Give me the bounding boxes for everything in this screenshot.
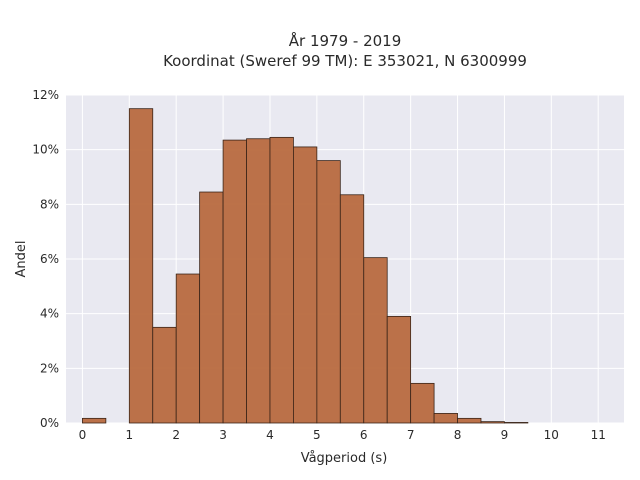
histogram-bar <box>316 160 341 424</box>
histogram-bar <box>246 138 271 424</box>
x-tick-label: 0 <box>79 428 87 442</box>
y-tick-label: 12% <box>32 88 59 102</box>
histogram-bar <box>457 417 482 424</box>
histogram-bar <box>199 191 224 424</box>
y-tick-label: 8% <box>40 197 59 211</box>
histogram-bar <box>293 146 318 424</box>
x-tick-label: 5 <box>313 428 321 442</box>
histogram-bar <box>152 326 177 424</box>
histogram-bar <box>433 413 458 424</box>
histogram-bar <box>363 257 388 424</box>
x-axis-ticks: 0 1 2 3 4 5 6 7 8 9 10 11 <box>79 428 606 442</box>
y-axis-label: Andel <box>14 241 29 278</box>
x-tick-label: 1 <box>125 428 133 442</box>
x-tick-label: 7 <box>407 428 415 442</box>
histogram-bar <box>82 417 107 424</box>
y-tick-label: 2% <box>40 361 59 375</box>
bars <box>82 108 529 424</box>
x-tick-label: 6 <box>360 428 368 442</box>
histogram-bar <box>339 194 365 424</box>
histogram-bar <box>386 315 412 424</box>
x-tick-label: 11 <box>591 428 606 442</box>
x-axis-label: Vågperiod (s) <box>301 451 388 466</box>
histogram-bar <box>269 136 294 424</box>
y-tick-label: 4% <box>40 307 59 321</box>
x-tick-label: 3 <box>219 428 227 442</box>
chart-title-line1: År 1979 - 2019 <box>289 31 402 50</box>
y-axis-ticks: 0% 2% 4% 6% 8% 10% 12% <box>32 88 59 430</box>
histogram-bar <box>480 421 505 424</box>
y-tick-label: 6% <box>40 252 59 266</box>
histogram-bar <box>504 422 529 424</box>
x-tick-label: 4 <box>266 428 274 442</box>
histogram-bar <box>222 139 247 424</box>
chart-title-line2: Koordinat (Sweref 99 TM): E 353021, N 63… <box>163 52 527 70</box>
y-tick-label: 0% <box>40 416 59 430</box>
histogram-bar <box>128 108 154 424</box>
x-tick-label: 2 <box>172 428 180 442</box>
histogram-bar <box>410 382 435 424</box>
x-tick-label: 9 <box>501 428 509 442</box>
histogram-bar <box>175 273 201 424</box>
y-tick-label: 10% <box>32 143 59 157</box>
x-tick-label: 8 <box>454 428 462 442</box>
x-tick-label: 10 <box>544 428 559 442</box>
